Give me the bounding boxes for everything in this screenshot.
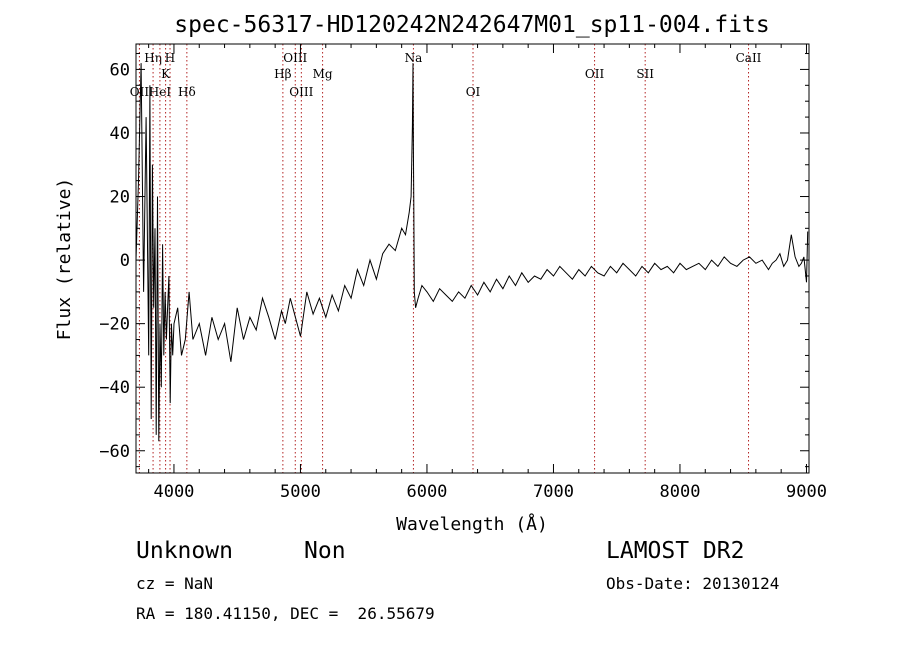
y-tick-label: 40 — [110, 124, 130, 144]
spectral-line-label: OIII — [283, 51, 307, 65]
spectral-line-label: Hδ — [178, 85, 196, 99]
observation-date: Obs-Date: 20130124 — [606, 574, 780, 593]
spectral-line-label: H — [165, 51, 175, 65]
spectrum-series-line — [135, 63, 809, 442]
spectral-line-label: OII — [130, 85, 150, 99]
object-name: Unknown — [136, 538, 233, 564]
plot-frame — [135, 43, 810, 474]
spectral-line-label: OII — [585, 67, 605, 81]
y-tick-label: 20 — [110, 188, 130, 208]
chart-title: spec-56317-HD120242N242647M01_sp11-004.f… — [174, 12, 769, 38]
spectral-line-label: Hη — [144, 51, 162, 65]
y-tick-label: −20 — [99, 315, 130, 335]
spectral-line-label: Hβ — [274, 67, 291, 81]
coordinates: RA = 180.41150, DEC = 26.55679 — [136, 604, 435, 623]
spectral-line-label: CaII — [736, 51, 762, 65]
x-tick-label: 9000 — [786, 482, 827, 502]
axis-ticks: 4000 5000 6000 7000 8000 9000 −60 −40 −20 0 20 40 60 — [99, 44, 827, 502]
x-axis-label: Wavelength (Å) — [396, 513, 548, 535]
spectral-line-label: OIII — [289, 85, 313, 99]
redshift-value: cz = NaN — [136, 574, 214, 593]
spectral-line-label: Na — [405, 51, 423, 65]
spectral-line-label: SII — [636, 67, 654, 81]
x-tick-label: 7000 — [533, 482, 574, 502]
x-tick-label: 5000 — [280, 482, 321, 502]
survey-name: LAMOST DR2 — [606, 538, 745, 564]
y-axis-label: Flux (relative) — [54, 178, 75, 341]
y-tick-label: 0 — [120, 251, 130, 271]
x-tick-label: 8000 — [659, 482, 700, 502]
x-tick-label: 4000 — [153, 482, 194, 502]
spectral-line-label: K — [161, 67, 171, 81]
object-class: Non — [304, 538, 346, 564]
spectral-line-label: HeI — [149, 85, 172, 99]
y-tick-label: −40 — [99, 378, 130, 398]
spectral-line-label: OI — [466, 85, 481, 99]
y-tick-label: −60 — [99, 442, 130, 462]
x-tick-label: 6000 — [406, 482, 447, 502]
y-tick-label: 60 — [110, 60, 130, 80]
spectral-line-label: Mg — [313, 67, 333, 81]
